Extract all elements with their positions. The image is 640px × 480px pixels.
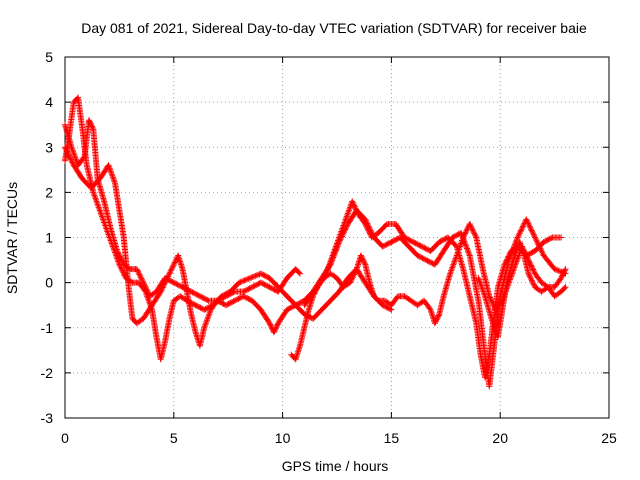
series-trace-2 bbox=[62, 117, 395, 336]
grid-lines bbox=[65, 57, 609, 418]
y-tick-label: 3 bbox=[45, 139, 53, 155]
x-tick-label: 0 bbox=[61, 430, 69, 446]
y-tick-label: -3 bbox=[41, 410, 54, 426]
x-tick-label: 25 bbox=[601, 430, 617, 446]
y-tick-label: -2 bbox=[41, 365, 54, 381]
y-axis-label: SDTVAR / TECUs bbox=[4, 182, 20, 294]
series-markers bbox=[62, 144, 304, 349]
chart-title: Day 081 of 2021, Sidereal Day-to-day VTE… bbox=[81, 20, 587, 36]
x-tick-label: 5 bbox=[170, 430, 178, 446]
series-trace-6 bbox=[475, 239, 569, 340]
series-trace-3 bbox=[62, 144, 304, 349]
series-markers bbox=[62, 117, 395, 336]
y-tick-label: 0 bbox=[45, 275, 53, 291]
y-tick-label: 1 bbox=[45, 230, 53, 246]
y-tick-label: 2 bbox=[45, 184, 53, 200]
y-tick-label: 4 bbox=[45, 94, 53, 110]
y-tick-label: -1 bbox=[41, 320, 54, 336]
x-axis-label: GPS time / hours bbox=[282, 458, 389, 474]
y-tick-label: 5 bbox=[45, 49, 53, 65]
x-tick-label: 20 bbox=[492, 430, 508, 446]
x-tick-label: 10 bbox=[275, 430, 291, 446]
data-series bbox=[62, 94, 569, 390]
axis-ticks: 0 5 10 15 20 25 -3 -2 -1 0 1 2 3 4 5 bbox=[41, 49, 617, 446]
series-markers bbox=[475, 239, 569, 340]
x-tick-label: 15 bbox=[384, 430, 400, 446]
